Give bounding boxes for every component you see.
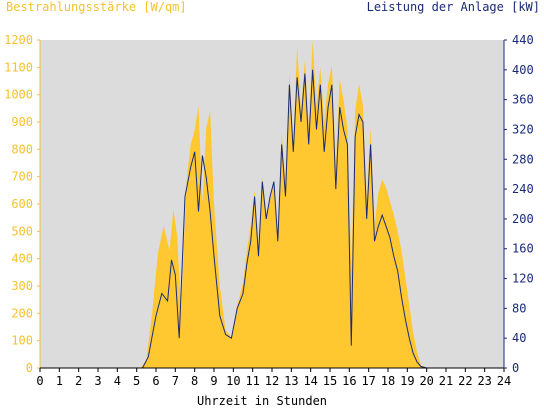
x-tick-label: 24 bbox=[497, 374, 511, 388]
x-tick-label: 5 bbox=[133, 374, 140, 388]
power-line bbox=[40, 69, 504, 369]
x-tick-label: 22 bbox=[458, 374, 472, 388]
x-tick-label: 9 bbox=[210, 374, 217, 388]
x-tick-label: 3 bbox=[94, 374, 101, 388]
right-tick-label: 40 bbox=[512, 331, 526, 345]
left-tick-label: 400 bbox=[11, 252, 33, 266]
x-tick-label: 23 bbox=[477, 374, 491, 388]
x-tick-label: 1 bbox=[56, 374, 63, 388]
x-tick-label: 4 bbox=[114, 374, 121, 388]
right-tick-label: 320 bbox=[512, 122, 534, 136]
x-axis-ticks: 0 1 2 3 4 5 6 7 8 9 10 11 12 13 14 15 16 17 18 19 20 21 22 23 24 bbox=[36, 368, 511, 388]
right-tick-label: 440 bbox=[512, 33, 534, 47]
left-tick-label: 300 bbox=[11, 279, 33, 293]
left-tick-label: 200 bbox=[11, 306, 33, 320]
left-tick-label: 800 bbox=[11, 142, 33, 156]
left-tick-label: 1100 bbox=[4, 60, 33, 74]
left-tick-label: 600 bbox=[11, 197, 33, 211]
left-tick-label: 0 bbox=[26, 361, 33, 375]
right-tick-label: 200 bbox=[512, 212, 534, 226]
left-tick-label: 1000 bbox=[4, 88, 33, 102]
right-tick-label: 160 bbox=[512, 242, 534, 256]
x-tick-label: 14 bbox=[303, 374, 317, 388]
x-tick-label: 19 bbox=[400, 374, 414, 388]
left-axis-ticks: 0 100 200 300 400 500 600 700 800 900 1000 1100 1200 bbox=[4, 33, 40, 375]
left-tick-label: 500 bbox=[11, 224, 33, 238]
left-tick-label: 900 bbox=[11, 115, 33, 129]
right-tick-label: 0 bbox=[512, 361, 519, 375]
x-tick-label: 7 bbox=[172, 374, 179, 388]
irradiance-area bbox=[40, 40, 504, 368]
left-tick-label: 700 bbox=[11, 170, 33, 184]
x-tick-label: 0 bbox=[36, 374, 43, 388]
x-tick-label: 13 bbox=[284, 374, 298, 388]
x-tick-label: 21 bbox=[439, 374, 453, 388]
right-axis-ticks: 0 40 80 120 160 200 240 280 320 360 400 440 bbox=[504, 33, 534, 375]
right-tick-label: 360 bbox=[512, 93, 534, 107]
x-tick-label: 12 bbox=[265, 374, 279, 388]
right-tick-label: 400 bbox=[512, 63, 534, 77]
x-tick-label: 2 bbox=[75, 374, 82, 388]
right-tick-label: 120 bbox=[512, 272, 534, 286]
x-tick-label: 6 bbox=[152, 374, 159, 388]
left-tick-label: 1200 bbox=[4, 33, 33, 47]
x-tick-label: 17 bbox=[361, 374, 375, 388]
left-axis-title: Bestrahlungsstärke [W/qm] bbox=[6, 0, 187, 14]
right-tick-label: 280 bbox=[512, 152, 534, 166]
right-axis-title: Leistung der Anlage [kW] bbox=[367, 0, 540, 14]
x-tick-label: 15 bbox=[323, 374, 337, 388]
right-tick-label: 240 bbox=[512, 182, 534, 196]
x-tick-label: 18 bbox=[381, 374, 395, 388]
x-tick-label: 10 bbox=[226, 374, 240, 388]
left-tick-label: 100 bbox=[11, 334, 33, 348]
x-tick-label: 16 bbox=[342, 374, 356, 388]
x-tick-label: 11 bbox=[245, 374, 259, 388]
x-axis-title: Uhrzeit in Stunden bbox=[197, 394, 327, 408]
x-tick-label: 20 bbox=[419, 374, 433, 388]
x-tick-label: 8 bbox=[191, 374, 198, 388]
right-tick-label: 80 bbox=[512, 301, 526, 315]
